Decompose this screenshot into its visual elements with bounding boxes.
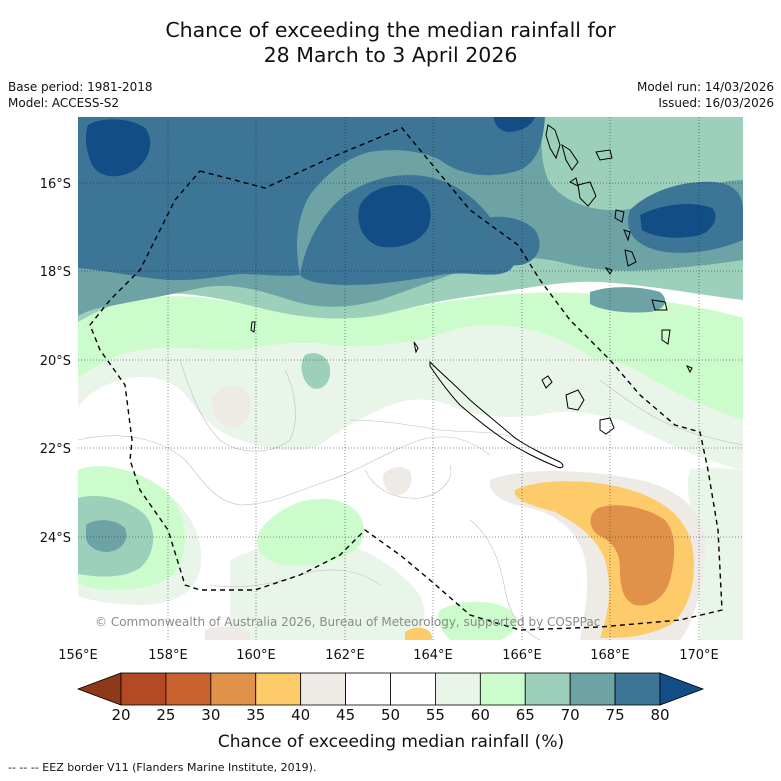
colorbar-segment (569, 672, 616, 706)
colorbar-tick-label: 40 (291, 706, 310, 724)
meta-left: Base period: 1981-2018 Model: ACCESS-S2 (8, 79, 153, 111)
colorbar-segments (120, 672, 661, 706)
colorbar-segment (255, 672, 302, 706)
colorbar-segment (120, 672, 167, 706)
new-caledonia-island (429, 360, 564, 469)
colorbar-segment (614, 672, 661, 706)
lat-label-20s: 20°S (40, 354, 71, 369)
belep-island (413, 341, 419, 354)
model-run: Model run: 14/03/2026 (636, 80, 774, 94)
colorbar-segment (210, 672, 257, 706)
colorbar-segment (524, 672, 571, 706)
colorbar-tick-label: 50 (381, 706, 400, 724)
band-80-east (640, 204, 716, 238)
band-70-75-east-blob (590, 287, 666, 313)
eez-legend-footer: -- -- -- EEZ border V11 (Flanders Marine… (8, 761, 317, 774)
eez-border (89, 127, 723, 631)
band-60-65-main (78, 292, 743, 420)
colorbar-segment (435, 672, 481, 706)
loyalty-island-2 (565, 389, 585, 411)
issued-date: Issued: 16/03/2026 (658, 96, 774, 110)
colorbar-tick-label: 60 (471, 706, 490, 724)
small-islands-west (250, 321, 256, 333)
title-line-2: 28 March to 3 April 2026 (263, 43, 518, 67)
model-name: Model: ACCESS-S2 (8, 96, 120, 110)
colorbar-label: Chance of exceeding median rainfall (%) (218, 732, 564, 752)
lon-label-156e: 156°E (58, 648, 98, 663)
lat-label-18s: 18°S (40, 265, 71, 280)
colorbar-segment (479, 672, 526, 706)
lat-label-22s: 22°S (40, 442, 71, 457)
lon-label-170e: 170°E (679, 648, 719, 663)
lat-label-16s: 16°S (40, 177, 71, 192)
loyalty-island-1 (541, 375, 553, 389)
band-30-35 (590, 505, 675, 606)
lon-label-166e: 166°E (502, 648, 542, 663)
lon-axis: 156°E 158°E 160°E 162°E 164°E 166°E 168°… (58, 648, 719, 663)
colorbar: 20 25 30 35 40 45 50 55 60 65 70 75 80 Chance of exc… (76, 672, 705, 752)
colorbar-tick-label: 75 (606, 706, 625, 724)
band-75-80-main (78, 117, 545, 281)
colorbar-tick-label: 55 (426, 706, 445, 724)
colorbar-tick-label: 45 (336, 706, 355, 724)
lat-label-24s: 24°S (40, 531, 71, 546)
vanuatu-islands (545, 124, 693, 374)
colorbar-segment (300, 672, 346, 706)
colorbar-tick-label: 35 (246, 706, 265, 724)
colorbar-tick-label: 25 (156, 706, 175, 724)
graticule (78, 117, 743, 640)
attribution: © Commonwealth of Australia 2026, Bureau… (95, 615, 600, 629)
map-area: © Commonwealth of Australia 2026, Bureau… (78, 117, 743, 640)
colorbar-segment (390, 672, 436, 706)
colorbar-tick-label: 70 (561, 706, 580, 724)
band-70-75-southwest (85, 520, 127, 552)
loyalty-island-3 (599, 417, 615, 435)
lon-label-158e: 158°E (148, 648, 188, 663)
band-60-65-south-blob (438, 601, 516, 640)
contour-lines (78, 359, 743, 640)
band-80-northeast (494, 117, 535, 132)
colorbar-tick-label: 30 (201, 706, 220, 724)
meta-right: Model run: 14/03/2026 Issued: 16/03/2026 (637, 79, 774, 111)
band-40-45-south (205, 626, 250, 640)
lat-axis: 16°S 18°S 20°S 22°S 24°S (40, 177, 71, 546)
colorbar-segment (345, 672, 391, 706)
band-55-60-south-centre (230, 538, 425, 640)
lon-label-162e: 162°E (325, 648, 365, 663)
lon-label-160e: 160°E (236, 648, 276, 663)
colorbar-tick-label: 65 (516, 706, 535, 724)
band-60-65-centre (257, 498, 364, 566)
title-line-1: Chance of exceeding the median rainfall … (165, 18, 616, 42)
colorbar-tick-label: 80 (650, 706, 669, 724)
band-55-60-southeast (687, 467, 743, 640)
colorbar-tick-labels: 20 25 30 35 40 45 50 55 60 65 70 75 80 (111, 706, 669, 724)
band-65-70-small-blob (301, 353, 331, 389)
chart-title: Chance of exceeding the median rainfall … (0, 18, 781, 68)
colorbar-low-extension (76, 672, 122, 706)
lon-label-164e: 164°E (413, 648, 453, 663)
colorbar-segment (165, 672, 212, 706)
band-75-80-mid (468, 216, 540, 266)
band-40-45-centre (382, 467, 412, 496)
band-35-40-south (405, 627, 432, 640)
colorbar-tick-label: 20 (111, 706, 130, 724)
lon-label-168e: 168°E (590, 648, 630, 663)
colorbar-high-extension (659, 672, 705, 706)
band-80-centre (358, 184, 431, 248)
base-period: Base period: 1981-2018 (8, 80, 153, 94)
band-80-north (85, 119, 151, 177)
band-40-45-west (211, 386, 251, 429)
